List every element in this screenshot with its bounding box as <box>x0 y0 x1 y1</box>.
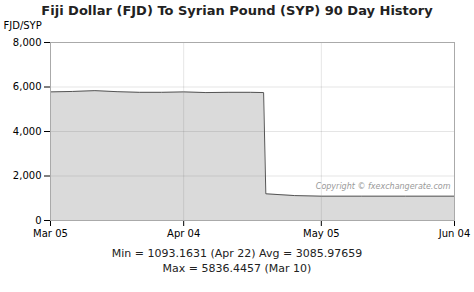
svg-text:2,000: 2,000 <box>13 170 42 181</box>
svg-text:6,000: 6,000 <box>13 81 42 92</box>
html-text:Fiji Dollar (FJD) To Syrian Po: Fiji Dollar (FJD) To Syrian Pound (SYP) … <box>41 3 433 18</box>
svg-text:Jun 04: Jun 04 <box>438 228 471 239</box>
html-text:Max = 5836.4457 (Mar 10): Max = 5836.4457 (Mar 10) <box>162 262 312 275</box>
svg-text:Mar 05: Mar 05 <box>33 228 68 239</box>
svg-text:May 05: May 05 <box>303 228 340 239</box>
html-text:Min = 1093.1631 (Apr 22) Avg =: Min = 1093.1631 (Apr 22) Avg = 3085.9765… <box>111 247 363 260</box>
svg-text:4,000: 4,000 <box>13 126 42 137</box>
svg-text:Apr 04: Apr 04 <box>167 228 200 239</box>
svg-text:0: 0 <box>35 215 41 226</box>
svg-text:Copyright © fxexchangerate.com: Copyright © fxexchangerate.com <box>316 182 451 191</box>
svg-text:FJD/SYP: FJD/SYP <box>4 20 42 31</box>
svg-text:8,000: 8,000 <box>13 37 42 48</box>
